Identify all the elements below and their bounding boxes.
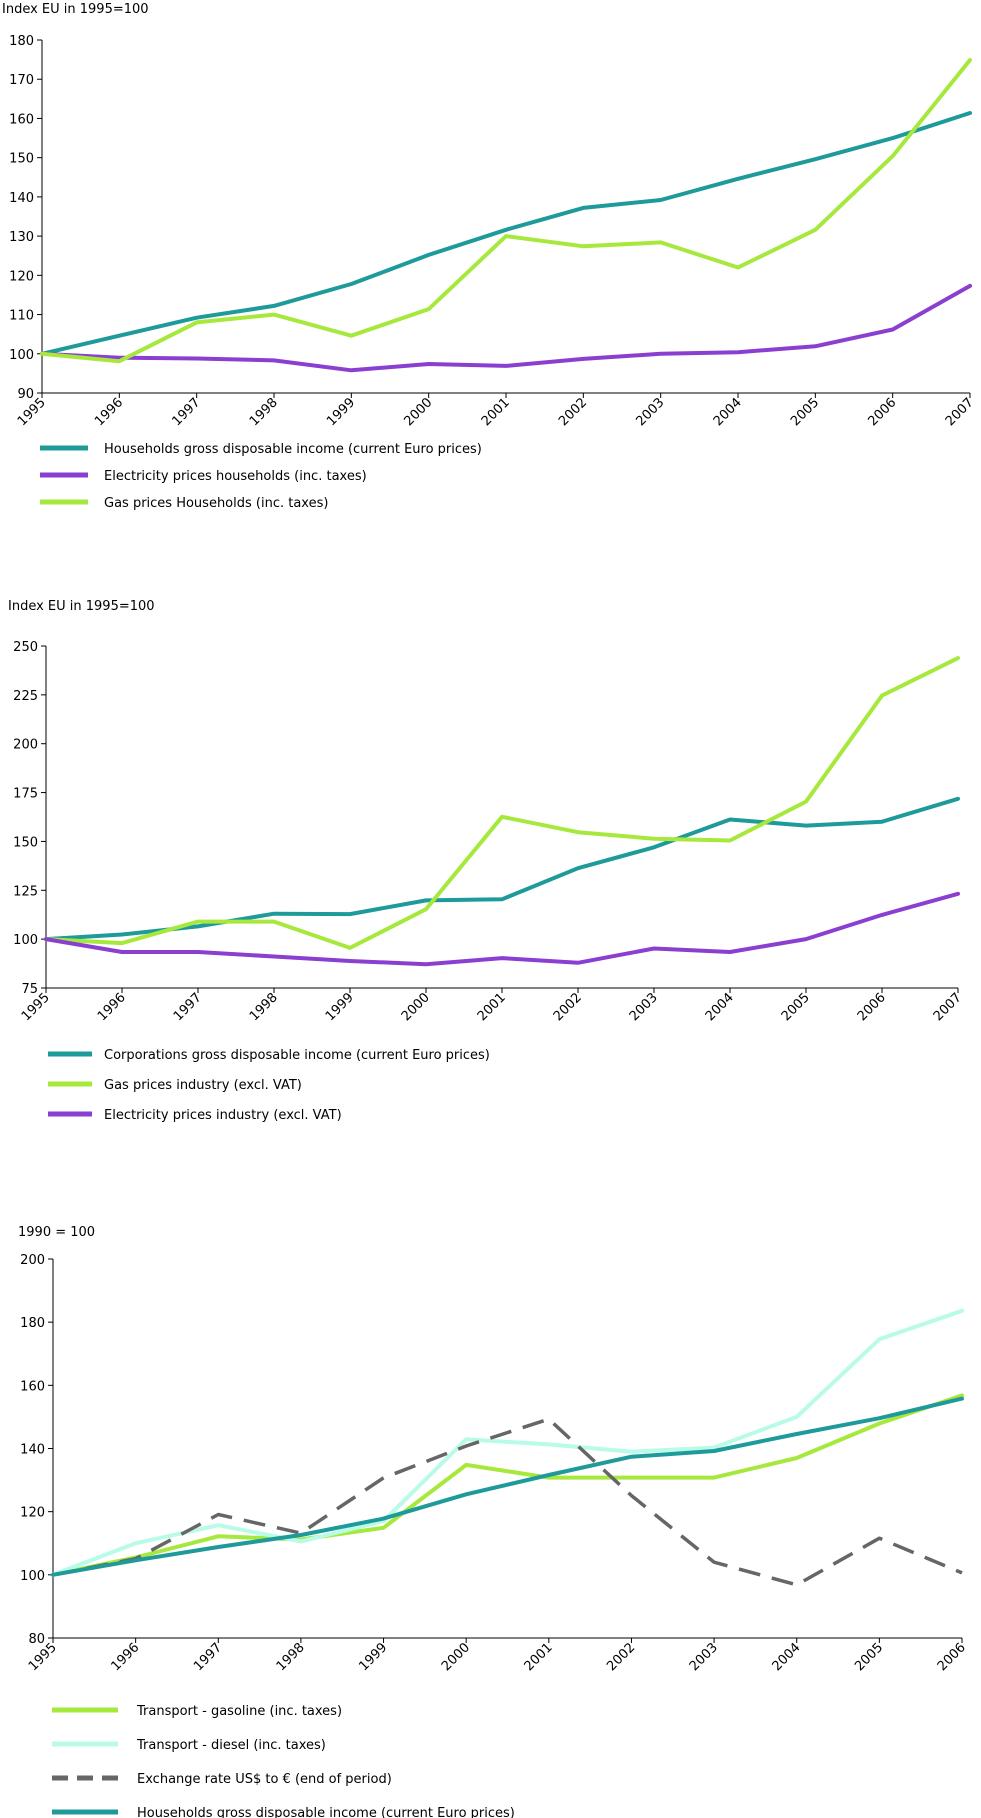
- x-tick-label: 1997: [171, 990, 205, 1024]
- x-tick-label: 2005: [779, 990, 813, 1024]
- y-tick-label: 80: [28, 1632, 45, 1647]
- y-tick-label: 225: [13, 689, 38, 704]
- x-tick-label: 2000: [399, 990, 433, 1024]
- y-tick-label: 100: [20, 1569, 45, 1584]
- y-tick-label: 150: [9, 152, 34, 167]
- y-tick-label: 180: [9, 34, 34, 49]
- x-tick-label: 1998: [247, 395, 281, 429]
- x-tick-label: 2000: [401, 395, 435, 429]
- x-tick-label: 1998: [247, 990, 281, 1024]
- x-tick-label: 2003: [687, 1640, 721, 1674]
- y-tick-label: 75: [21, 982, 38, 997]
- legend-entry: Transport - gasoline (inc. taxes): [136, 1704, 342, 1719]
- series-line-2: [40, 283, 972, 373]
- legend-entry: Exchange rate US$ to € (end of period): [137, 1772, 392, 1787]
- legend-entry: Electricity prices industry (excl. VAT): [104, 1108, 342, 1123]
- legend-entry: Gas prices industry (excl. VAT): [104, 1078, 302, 1093]
- series-line-1: [51, 1393, 964, 1577]
- y-tick-label: 175: [13, 787, 38, 802]
- x-tick-label: 1997: [191, 1640, 225, 1674]
- x-tick-label: 1997: [169, 395, 203, 429]
- x-tick-label: 2005: [788, 395, 822, 429]
- x-tick-label: 2001: [475, 990, 509, 1024]
- x-tick-label: 2003: [627, 990, 661, 1024]
- x-tick-label: 2004: [711, 395, 745, 429]
- x-tick-label: 1996: [92, 395, 126, 429]
- x-tick-label: 2006: [855, 990, 889, 1024]
- x-tick-label: 1999: [356, 1640, 390, 1674]
- series-line-4: [51, 1396, 964, 1577]
- series-line-1: [40, 111, 972, 356]
- y-axis-label: Index EU in 1995=100: [8, 599, 155, 614]
- x-tick-label: 2004: [770, 1640, 804, 1674]
- x-tick-label: 2003: [633, 395, 667, 429]
- y-tick-label: 140: [20, 1443, 45, 1458]
- y-tick-label: 160: [20, 1379, 45, 1394]
- y-tick-label: 120: [20, 1506, 45, 1521]
- x-tick-label: 2007: [943, 395, 977, 429]
- x-tick-label: 1999: [323, 990, 357, 1024]
- x-tick-label: 2005: [852, 1640, 886, 1674]
- x-tick-label: 1998: [274, 1640, 308, 1674]
- y-tick-label: 250: [13, 640, 38, 655]
- y-tick-label: 110: [9, 309, 34, 324]
- y-axis-label: Index EU in 1995=100: [2, 2, 149, 17]
- x-tick-label: 1996: [108, 1640, 142, 1674]
- x-tick-label: 2006: [865, 395, 899, 429]
- series-line-3: [40, 58, 972, 364]
- y-tick-label: 180: [20, 1316, 45, 1331]
- y-tick-label: 100: [9, 348, 34, 363]
- y-tick-label: 130: [9, 230, 34, 245]
- y-tick-label: 90: [17, 387, 34, 402]
- y-tick-label: 125: [13, 884, 38, 899]
- x-tick-label: 1996: [95, 990, 129, 1024]
- series-line-2: [51, 1308, 964, 1577]
- y-tick-label: 100: [13, 933, 38, 948]
- series-line-3: [52, 1417, 963, 1587]
- x-tick-label: 2007: [931, 990, 965, 1024]
- legend-entry: Households gross disposable income (curr…: [137, 1806, 515, 1818]
- series-line-1: [44, 796, 960, 942]
- y-tick-label: 170: [9, 73, 34, 88]
- legend-entry: Corporations gross disposable income (cu…: [104, 1048, 490, 1063]
- y-tick-label: 140: [9, 191, 34, 206]
- x-tick-label: 2004: [703, 990, 737, 1024]
- series-line-2: [44, 656, 960, 950]
- x-tick-label: 2002: [604, 1640, 638, 1674]
- y-axis-label: 1990 = 100: [18, 1225, 95, 1240]
- series-line-3: [44, 891, 960, 967]
- x-tick-label: 2006: [935, 1640, 969, 1674]
- x-tick-label: 2002: [556, 395, 590, 429]
- x-tick-label: 2001: [479, 395, 513, 429]
- x-tick-label: 2000: [439, 1640, 473, 1674]
- chart-2: Index EU in 1995=10075100125150175200225…: [8, 599, 965, 1123]
- legend-entry: Gas prices Households (inc. taxes): [104, 496, 328, 511]
- legend-entry: Households gross disposable income (curr…: [104, 442, 482, 457]
- y-tick-label: 150: [13, 835, 38, 850]
- y-tick-label: 200: [13, 738, 38, 753]
- y-tick-label: 200: [20, 1253, 45, 1268]
- chart-1: Index EU in 1995=100 90 100 110 120 130 140 150…: [2, 2, 977, 511]
- y-tick-label: 120: [9, 269, 34, 284]
- legend-entry: Transport - diesel (inc. taxes): [136, 1738, 326, 1753]
- x-tick-label: 2001: [522, 1640, 556, 1674]
- y-tick-label: 160: [9, 112, 34, 127]
- x-tick-label: 2002: [551, 990, 585, 1024]
- legend-entry: Electricity prices households (inc. taxe…: [104, 469, 367, 484]
- x-tick-label: 1999: [324, 395, 358, 429]
